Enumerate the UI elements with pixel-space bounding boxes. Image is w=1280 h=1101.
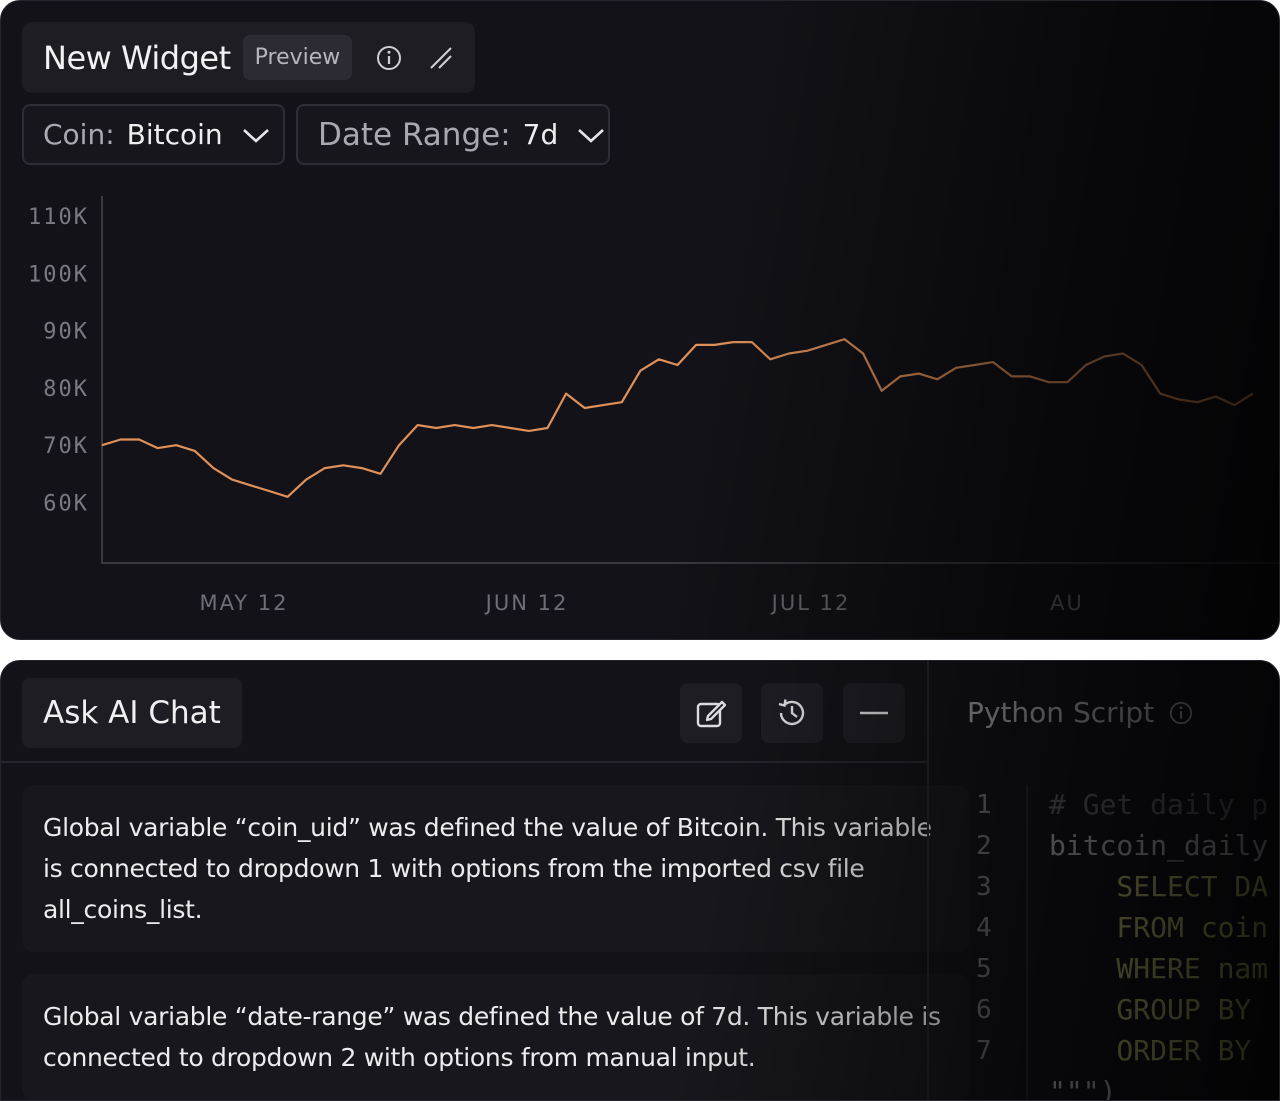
gutter-divider [1026,785,1028,1100]
line-number: 7 [976,1036,992,1066]
y-tick-label: 90K [43,320,89,345]
minus-icon [860,711,888,715]
line-number: 4 [976,913,992,943]
new-chat-button[interactable] [680,683,742,743]
code-line: FROM coin [1049,911,1269,944]
x-tick-label: MAY 12 [199,591,288,615]
edit-icon [696,700,727,728]
chat-messages: Global variable “coin_uid” was defined t… [22,785,970,1100]
code-editor[interactable]: 1 2 3 4 5 6 7 # Get daily p bitcoin_dail… [931,785,1279,1101]
x-tick-label: JUN 12 [484,591,569,615]
coin-dropdown-value: Bitcoin [126,118,223,151]
code-line: # Get daily p [1049,788,1269,821]
minimize-button[interactable] [843,683,905,743]
pane-divider[interactable] [927,661,929,1100]
history-icon [778,699,805,726]
widget-title[interactable]: New Widget [43,38,231,77]
chat-message: Global variable “coin_uid” was defined t… [22,785,970,952]
line-number: 3 [976,872,992,902]
date-range-dropdown[interactable]: Date Range: 7d [296,104,610,165]
y-tick-label: 60K [43,492,89,517]
chat-panel: Ask AI Chat Global variable “coin_uid” w… [0,660,1280,1101]
coin-dropdown-label: Coin: [43,118,115,151]
x-tick-label: AU [1050,591,1084,615]
script-title[interactable]: Python Script [967,696,1155,729]
code-line: ORDER BY [1049,1034,1252,1067]
code-line: WHERE nam [1049,952,1269,985]
y-tick-label: 100K [28,262,89,287]
code-line: bitcoin_daily [1049,829,1269,862]
date-range-dropdown-value: 7d [522,118,559,151]
widget-title-bar: New Widget Preview [22,22,475,93]
line-number: 1 [976,790,992,820]
chat-header: Ask AI Chat [1,661,927,763]
script-header: Python Script [967,696,1194,729]
coin-dropdown[interactable]: Coin: Bitcoin [22,104,285,165]
line-number: 2 [976,831,992,861]
chevron-down-icon [578,128,605,143]
history-button[interactable] [761,683,823,743]
x-tick-label: JUL 12 [770,591,851,615]
line-number: 5 [976,954,992,984]
info-icon[interactable] [1168,700,1194,726]
y-tick-label: 70K [43,434,89,459]
date-range-dropdown-label: Date Range: [318,116,511,153]
resize-handle-icon[interactable] [426,43,456,73]
y-tick-label: 110K [28,205,89,230]
chat-message: Global variable “date-range” was defined… [22,974,970,1100]
widget-panel: New Widget Preview Coin: Bitcoin Date Ra… [0,0,1280,640]
price-line-chart: 110K 100K 90K 80K 70K 60K MAY 12 JUN 12 JUL 12 A… [28,196,1279,615]
code-line: """) [1049,1075,1117,1101]
preview-badge[interactable]: Preview [242,35,353,80]
info-icon[interactable] [374,43,404,73]
code-line: SELECT DA [1049,870,1269,903]
chat-title[interactable]: Ask AI Chat [22,678,242,748]
y-tick-label: 80K [43,377,89,402]
price-series-line [101,338,1254,498]
code-line: GROUP BY [1049,993,1252,1026]
line-number: 6 [976,995,992,1025]
chevron-down-icon [242,128,269,143]
